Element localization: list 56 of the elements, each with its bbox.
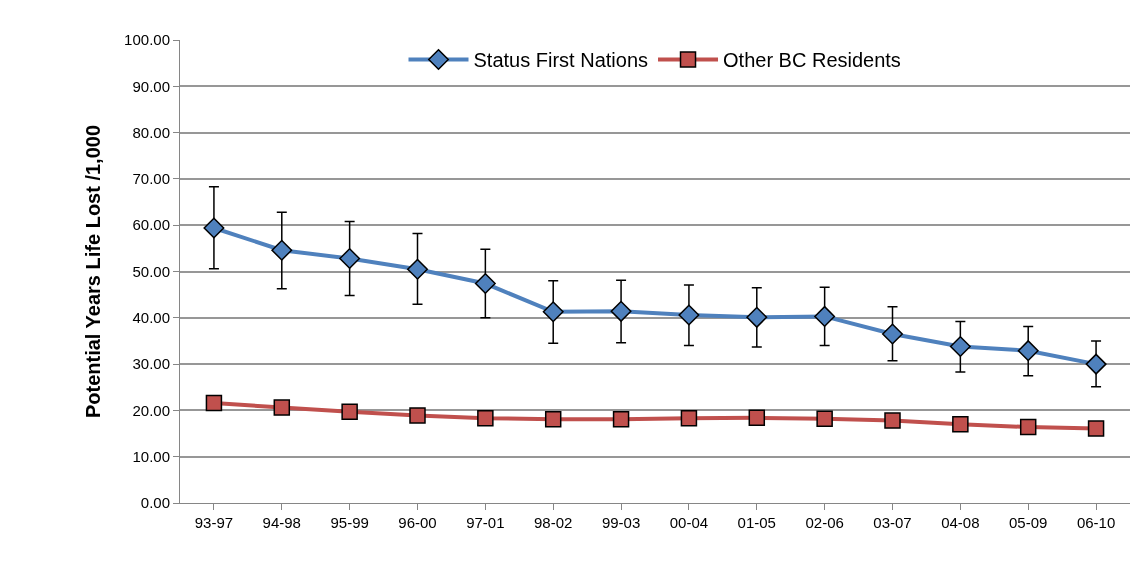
point [1017,340,1039,362]
point [610,300,632,322]
point [746,306,768,328]
point [882,323,903,345]
y-tick-label: 0.00 [140,494,170,512]
x-tick-label: 95-99 [330,514,369,531]
y-tick-label: 10.00 [132,447,170,465]
point [273,399,291,416]
x-tick-label: 99-03 [601,514,641,531]
point [339,248,361,270]
point [816,410,833,427]
x-tick-label: 00-04 [669,514,709,531]
point [341,403,358,421]
legend-label: Status First Nations [473,49,649,72]
point [477,410,494,427]
point [544,410,562,428]
point [203,217,225,239]
point [409,407,426,424]
point [884,412,901,429]
point [205,394,223,412]
point [474,273,496,295]
legend-label: Other BC Residents [723,49,901,72]
x-tick-label: 04-08 [941,514,980,531]
point [952,416,969,433]
y-tick-label: 100.00 [124,31,170,49]
point [678,304,700,326]
point [949,336,971,358]
x-tick-label: 98-02 [534,514,573,531]
x-tick-label: 05-09 [1009,514,1048,531]
y-tick-label: 80.00 [132,123,170,141]
y-tick-label: 30.00 [132,355,170,373]
y-tick-label: 20.00 [132,401,170,419]
point [1085,353,1107,375]
point [1087,420,1105,437]
y-tick-label: 70.00 [132,170,170,188]
point [407,258,428,280]
point [680,410,698,427]
x-tick-label: 02-06 [805,514,844,531]
x-tick-label: 03-07 [873,514,912,531]
x-tick-label: 93-97 [194,514,234,531]
point [748,409,766,427]
y-tick-label: 40.00 [132,309,170,327]
x-tick-label: 06-10 [1076,514,1116,531]
point [814,305,836,327]
x-tick-label: 01-05 [737,514,776,531]
point [542,301,564,323]
x-tick-label: 97-01 [466,514,505,531]
y-axis-title: Potential Years Life Lost /1,000 [81,124,104,419]
point [612,410,630,428]
y-tick-label: 60.00 [132,216,170,234]
y-tick-label: 50.00 [132,262,170,280]
y-tick-label: 90.00 [132,77,170,95]
point [1019,418,1037,436]
x-tick-label: 96-00 [398,514,437,531]
x-tick-label: 94-98 [262,514,301,531]
point [271,239,293,261]
